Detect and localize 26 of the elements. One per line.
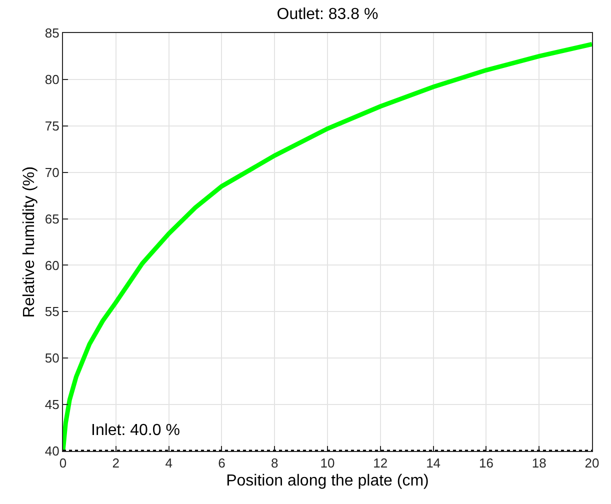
- x-tick-label: 18: [532, 456, 546, 471]
- y-tick-label: 55: [44, 304, 60, 320]
- x-tick-label: 2: [112, 456, 120, 471]
- y-tick-label: 85: [44, 26, 60, 41]
- y-tick-label: 40: [44, 444, 60, 459]
- chart-title: Outlet: 83.8 %: [276, 6, 378, 23]
- x-tick-label: 8: [270, 456, 278, 471]
- x-tick-label: 4: [165, 456, 172, 471]
- y-axis-title: Relative humidity (%): [20, 166, 38, 318]
- y-tick-label: 60: [44, 258, 60, 273]
- x-tick-label: 0: [59, 456, 67, 471]
- x-tick-label: 6: [218, 456, 226, 471]
- x-tick-label: 20: [584, 456, 600, 471]
- x-tick-label: 10: [320, 456, 335, 471]
- x-tick-label: 16: [478, 456, 494, 471]
- y-tick-label: 80: [44, 72, 60, 87]
- x-tick-label: 14: [426, 456, 441, 471]
- y-tick-label: 65: [44, 211, 60, 226]
- y-tick-label: 75: [44, 118, 60, 134]
- x-tick-label: 12: [373, 456, 388, 471]
- y-tick-label: 45: [44, 397, 60, 412]
- line-series: [63, 42, 592, 451]
- y-tick-label: 50: [44, 350, 60, 366]
- x-axis-title: Position along the plate (cm): [226, 472, 429, 490]
- annotation: Inlet: 40.0 %: [91, 422, 180, 439]
- y-tick-label: 70: [44, 164, 60, 180]
